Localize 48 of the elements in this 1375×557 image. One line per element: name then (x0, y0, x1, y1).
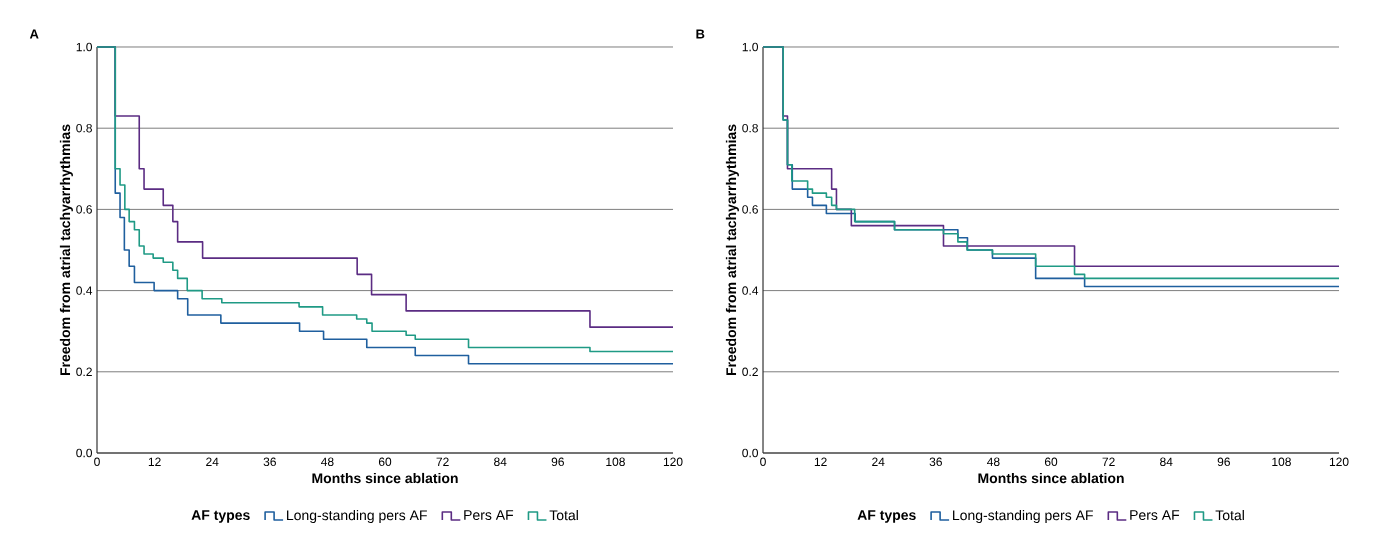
x-tick-label: 84 (1160, 457, 1173, 467)
x-tick-label: 48 (987, 457, 1000, 467)
legend-label: Long-standing pers AF (953, 509, 1093, 524)
x-tick-label: 120 (663, 457, 683, 467)
y-axis-title: Freedom from atrial tachyarrhythmias (725, 124, 739, 376)
x-tick-label: 108 (606, 457, 625, 467)
x-tick-label: 36 (263, 457, 276, 467)
x-tick-label: 96 (1217, 457, 1230, 467)
x-tick-label: 60 (378, 457, 392, 467)
x-tick-label: 84 (494, 457, 507, 467)
y-tick-label: 0.4 (742, 286, 759, 295)
x-tick-label: 60 (1044, 457, 1058, 467)
y-axis-title: Freedom from atrial tachyarrhythmias (59, 124, 73, 376)
legend-title: AF types (857, 510, 916, 523)
x-tick-label: 120 (1329, 457, 1349, 467)
y-tick-label: 0.0 (76, 448, 92, 458)
y-tick-label: 0.4 (76, 286, 93, 295)
y-tick-label: 1.0 (742, 42, 759, 52)
x-tick-label: 36 (929, 457, 942, 467)
y-tick-label: 0.2 (742, 367, 758, 377)
x-tick-label: 72 (436, 457, 449, 466)
y-tick-label: 0.0 (742, 448, 759, 458)
legend-label: Long-standing pers AF (287, 509, 427, 524)
y-tick-label: 0.8 (76, 123, 92, 133)
legend-label: Total (1215, 509, 1244, 521)
legend-label: Pers AF (1130, 510, 1180, 520)
x-tick-label: 0 (760, 457, 766, 467)
legend-label: Pers AF (464, 510, 514, 520)
x-tick-label: 72 (1102, 457, 1115, 466)
x-tick-label: 24 (872, 457, 885, 466)
x-tick-label: 12 (814, 457, 827, 466)
y-tick-label: 0.6 (76, 205, 92, 214)
x-tick-label: 108 (1272, 457, 1291, 467)
legend-label: Total (549, 509, 578, 521)
x-tick-label: 96 (551, 457, 564, 467)
x-tick-label: 48 (321, 457, 334, 467)
chart-title: A (29, 29, 39, 39)
x-tick-label: 12 (148, 457, 161, 466)
chart-title: B (696, 29, 705, 39)
legend-title: AF types (191, 510, 250, 523)
x-tick-label: 0 (94, 457, 100, 467)
x-axis-title: Months since ablation (978, 472, 1124, 484)
x-tick-label: 24 (206, 457, 219, 466)
y-tick-label: 0.6 (742, 205, 758, 214)
y-tick-label: 0.8 (742, 123, 758, 133)
y-tick-label: 1.0 (76, 42, 92, 52)
x-axis-title: Months since ablation (312, 472, 458, 484)
y-tick-label: 0.2 (76, 367, 92, 377)
